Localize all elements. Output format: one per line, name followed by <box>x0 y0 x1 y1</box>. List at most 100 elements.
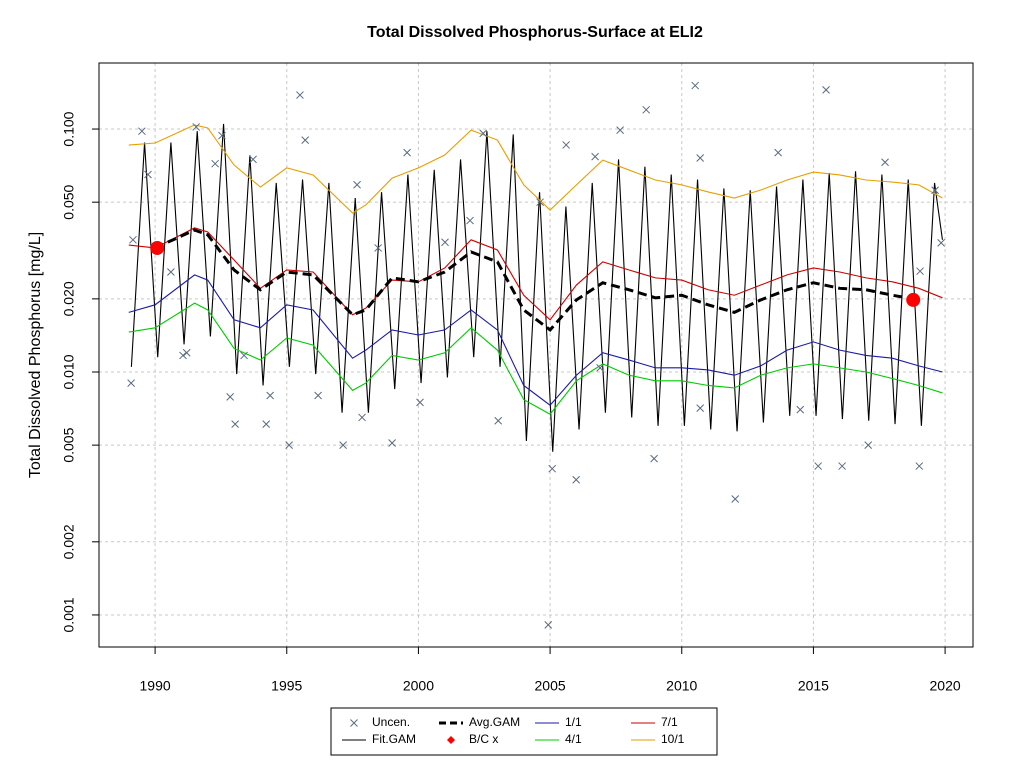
cross-point <box>864 441 873 449</box>
cross-point <box>301 136 310 145</box>
cross-point <box>915 462 924 470</box>
x-tick-label: 2005 <box>535 678 566 694</box>
cross-point <box>937 239 945 247</box>
legend-label: Uncen. <box>372 715 410 729</box>
cross-point <box>138 127 146 136</box>
cross-point <box>691 81 700 90</box>
cross-point <box>358 413 366 422</box>
plot-frame <box>98 62 974 648</box>
cross-point <box>240 351 248 360</box>
cross-point <box>127 379 135 387</box>
y-tick-label: 0.100 <box>61 111 77 146</box>
cross-point <box>642 105 651 114</box>
cross-point <box>596 364 604 372</box>
cross-point <box>249 155 257 164</box>
cross-point <box>916 267 924 276</box>
cross-point <box>353 180 361 189</box>
legend: Uncen. Fit.GAM Avg.GAM B/C x 1/1 4/1 7/1 10/1 <box>342 715 685 746</box>
legend-label: 7/1 <box>661 715 678 729</box>
cross-point <box>388 439 396 447</box>
cross-point <box>182 348 191 357</box>
cross-point <box>374 244 382 252</box>
series-line <box>130 123 943 452</box>
legend-label: 1/1 <box>565 715 582 729</box>
cross-point <box>231 420 239 429</box>
cross-point <box>211 159 219 168</box>
cross-point <box>403 148 411 157</box>
cross-point <box>838 462 846 470</box>
plot-data <box>127 81 945 629</box>
legend-item: B/C x <box>447 732 498 746</box>
cross-point <box>479 129 488 138</box>
x-tick-label: 2020 <box>930 678 961 694</box>
legend-label: B/C x <box>469 732 498 746</box>
cross-point <box>731 495 740 503</box>
cross-point <box>466 216 474 225</box>
legend-item: Uncen. <box>350 715 410 729</box>
y-tick-label: 0.050 <box>61 184 77 219</box>
y-axis-label: Total Dissolved Phosphorus [mg/L] <box>27 232 44 478</box>
legend-box <box>330 707 718 756</box>
avg-line <box>154 228 920 332</box>
cross-point <box>266 391 275 400</box>
cross-point <box>931 186 939 195</box>
cross-point <box>796 405 805 414</box>
cross-point <box>494 416 503 425</box>
cross-point <box>696 154 705 162</box>
cross-point <box>262 420 271 429</box>
cross-point <box>192 123 201 131</box>
cross-point <box>591 152 599 161</box>
cross-point <box>285 441 293 449</box>
x-tick-label: 1995 <box>271 678 302 694</box>
y-tick-label: 0.020 <box>61 281 77 316</box>
x-tick-label: 2010 <box>666 678 697 694</box>
cross-point <box>881 158 889 167</box>
cross-point <box>441 238 449 247</box>
bc-point <box>906 292 921 307</box>
y-tick-label: 0.010 <box>61 354 77 389</box>
cross-point <box>339 441 347 449</box>
cross-point <box>314 391 322 400</box>
cross-point <box>572 475 581 484</box>
y-tick-label: 0.005 <box>61 427 77 462</box>
y-tick-label: 0.002 <box>61 524 77 559</box>
legend-item: Avg.GAM <box>439 715 520 729</box>
cross-point <box>296 91 304 99</box>
cross-point <box>544 621 553 629</box>
legend-item: 4/1 <box>535 732 582 746</box>
cross-point <box>774 148 782 157</box>
cross-point <box>536 198 544 207</box>
series-line <box>128 274 943 406</box>
cross-point <box>650 454 658 463</box>
cross-point <box>226 393 234 401</box>
cross-point <box>822 85 830 94</box>
legend-label: Avg.GAM <box>469 715 520 729</box>
x-tick-label: 2000 <box>403 678 434 694</box>
series-line <box>128 302 943 415</box>
legend-label: 10/1 <box>661 732 685 746</box>
cross-point <box>814 462 823 470</box>
cross-point <box>562 141 571 149</box>
legend-label: 4/1 <box>565 732 582 746</box>
cross-point <box>167 268 175 276</box>
cross-point <box>218 131 226 140</box>
y-tick-label: 0.001 <box>61 597 77 632</box>
cross-point <box>548 464 557 473</box>
legend-item: 1/1 <box>535 715 582 729</box>
legend-item: 10/1 <box>631 732 685 746</box>
x-tick-label: 2015 <box>798 678 829 694</box>
x-tick-label: 1990 <box>140 678 171 694</box>
cross-point <box>616 126 624 134</box>
cross-point <box>129 235 137 244</box>
chart-title: Total Dissolved Phosphorus-Surface at EL… <box>367 24 703 41</box>
bc-point <box>150 240 165 255</box>
legend-item: Fit.GAM <box>342 732 416 746</box>
legend-label: Fit.GAM <box>372 732 416 746</box>
cross-point <box>416 398 424 407</box>
cross-point <box>696 404 705 412</box>
cross-point <box>179 351 187 360</box>
legend-item: 7/1 <box>631 715 678 729</box>
grid: 1990 1995 2000 2005 2010 2015 2020 0.001 0.002 0.… <box>61 63 973 694</box>
